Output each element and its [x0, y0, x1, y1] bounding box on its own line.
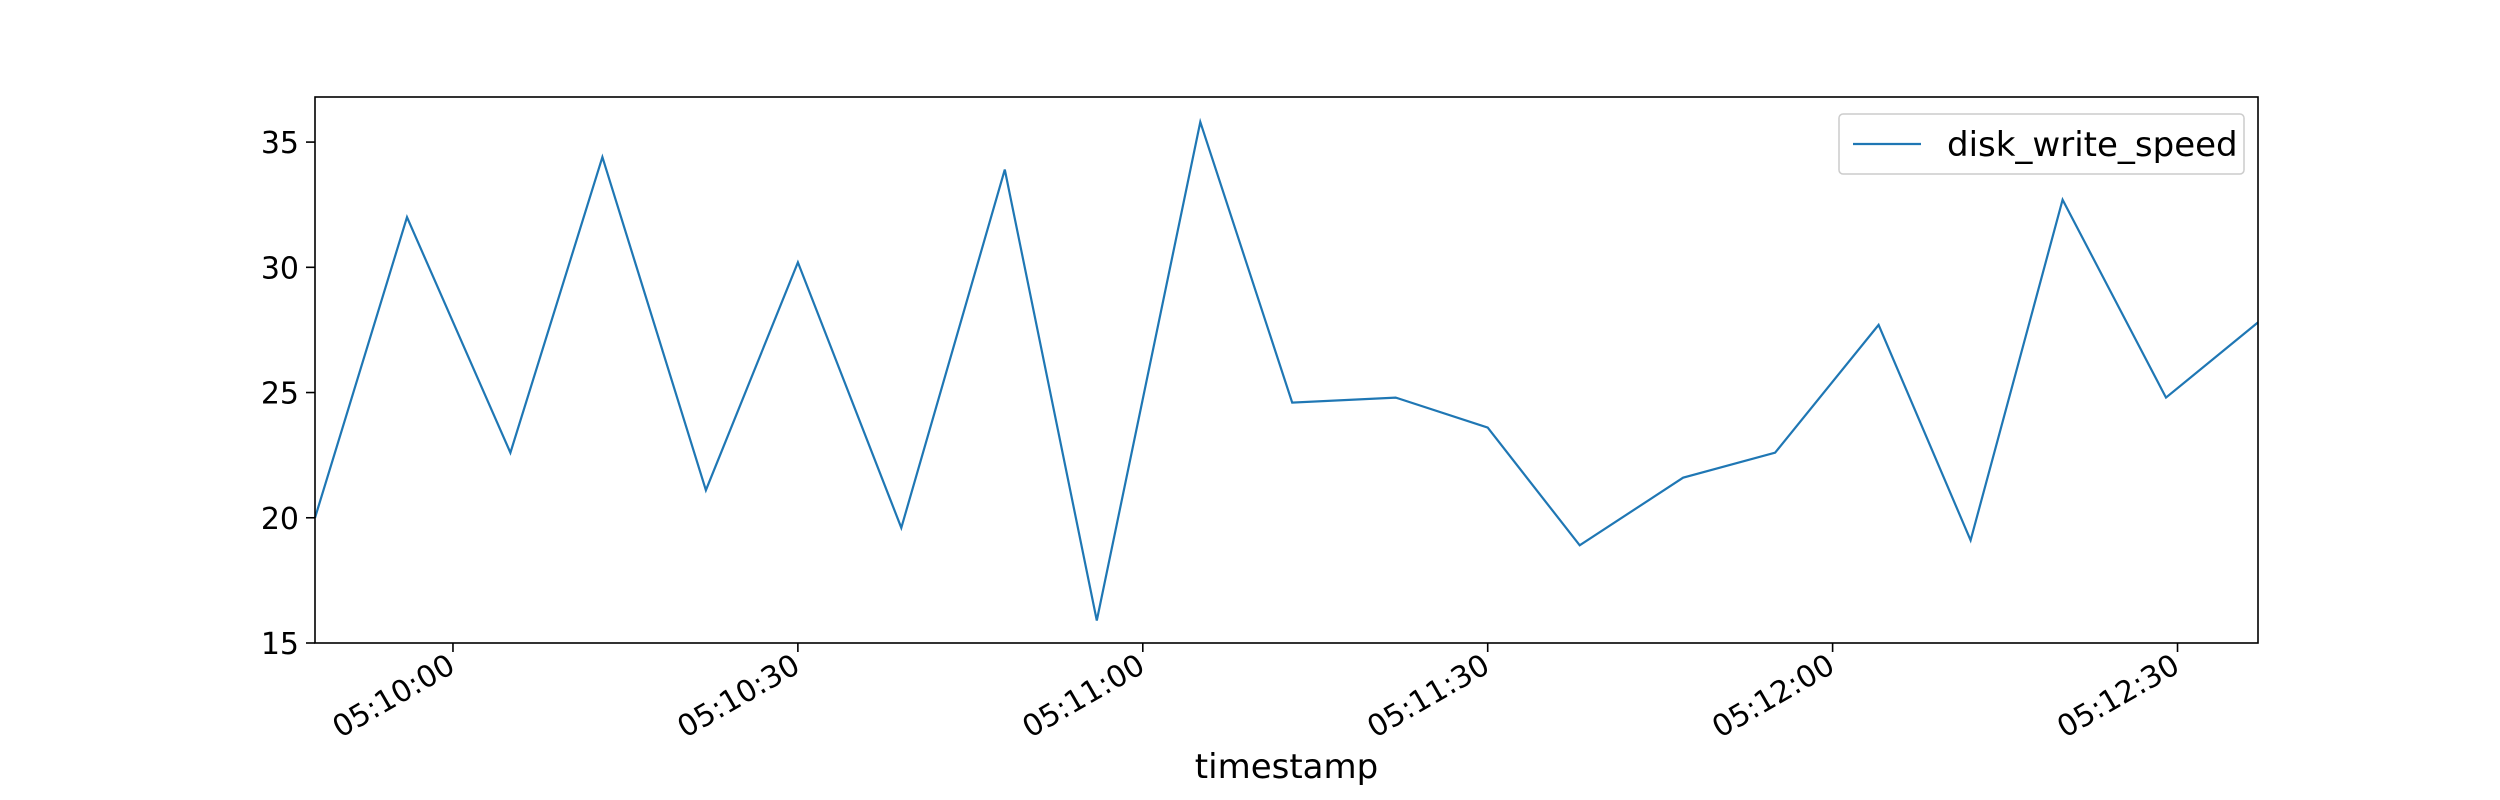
- y-tick-label: 25: [261, 377, 299, 412]
- y-tick-label: 15: [261, 627, 299, 662]
- legend-box: [1838, 113, 2245, 175]
- y-tick-label: 35: [261, 126, 299, 161]
- legend-label: disk_write_speed: [1947, 125, 2238, 165]
- x-axis-label: timestamp: [1195, 747, 1378, 787]
- y-tick-label: 30: [261, 251, 299, 286]
- y-tick-label: 20: [261, 502, 299, 537]
- y-axis: 15 20 25 30 35: [261, 126, 315, 662]
- legend: disk_write_speed: [1838, 113, 2245, 175]
- plot-frame: [314, 96, 2259, 644]
